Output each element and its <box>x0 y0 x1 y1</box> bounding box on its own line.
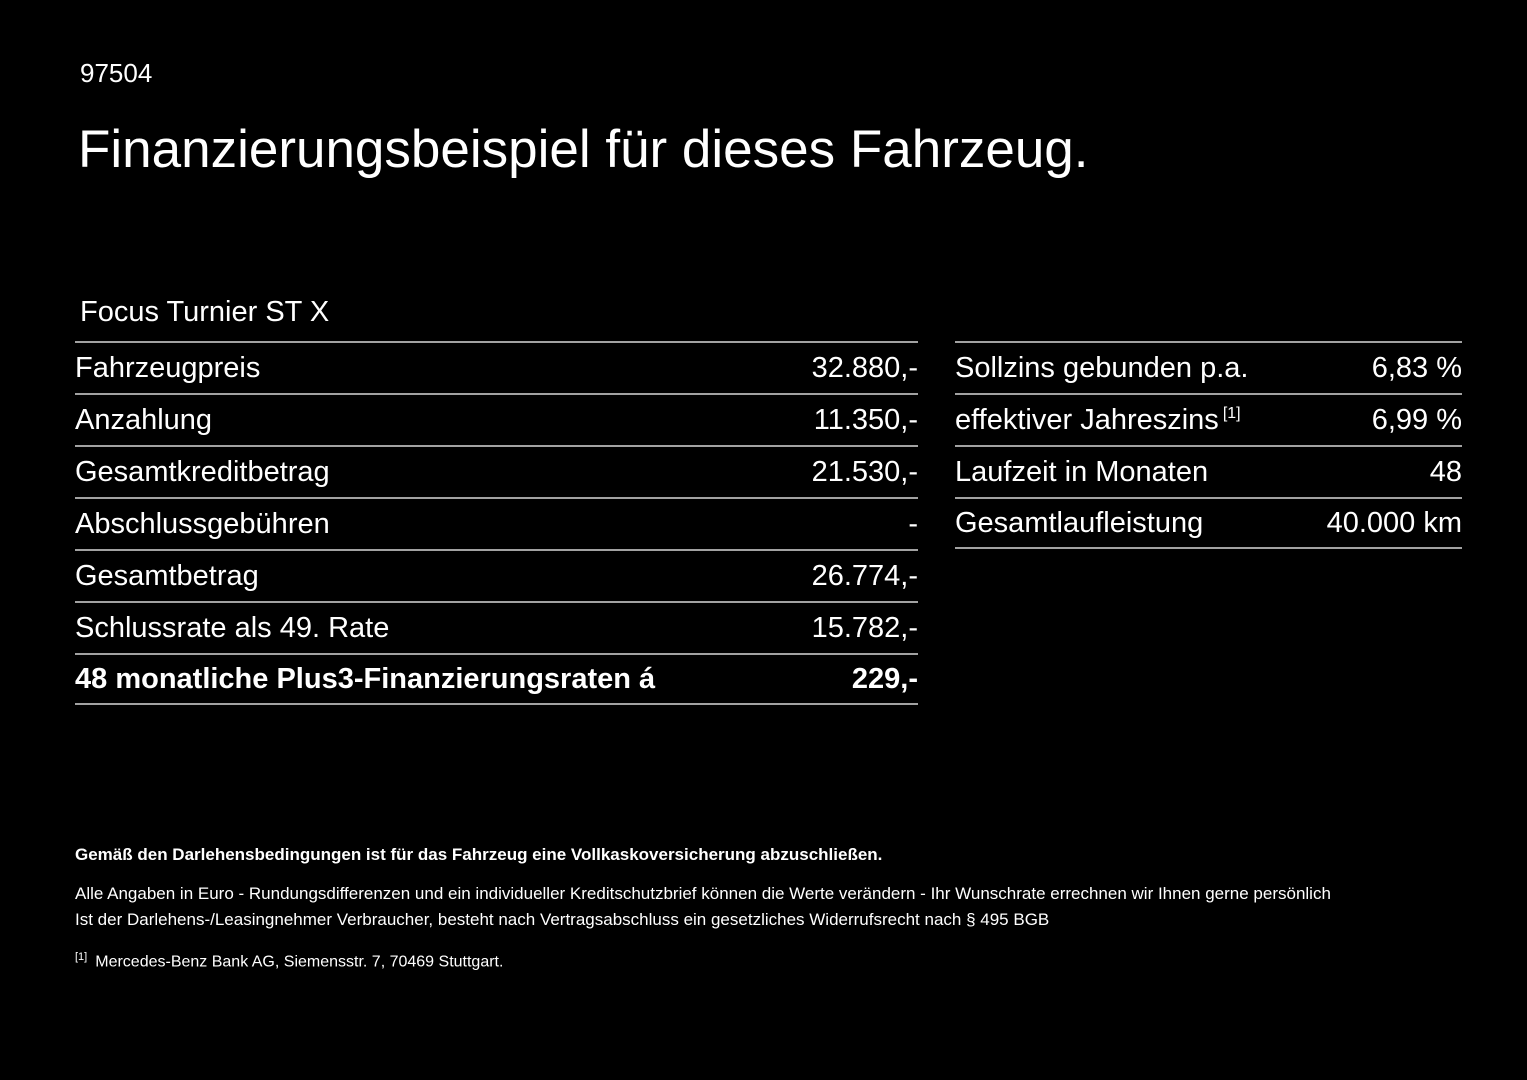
table-row-schlussrate: Schlussrate als 49. Rate 15.782,- <box>75 601 918 653</box>
table-row-laufzeit: Laufzeit in Monaten 48 <box>955 445 1462 497</box>
table-row-effektiver-jahreszins: effektiver Jahreszins [1] 6,99 % <box>955 393 1462 445</box>
document-number: 97504 <box>80 58 153 88</box>
table-row-gesamtlaufleistung: Gesamtlaufleistung 40.000 km <box>955 497 1462 549</box>
finance-table-left: Fahrzeugpreis 32.880,- Anzahlung 11.350,… <box>75 341 918 705</box>
row-label: Abschlussgebühren <box>75 507 330 540</box>
row-label: Schlussrate als 49. Rate <box>75 611 390 644</box>
table-row-sollzins: Sollzins gebunden p.a. 6,83 % <box>955 341 1462 393</box>
finance-table-right: Sollzins gebunden p.a. 6,83 % effektiver… <box>955 341 1462 549</box>
row-label: Laufzeit in Monaten <box>955 455 1209 488</box>
row-label: Sollzins gebunden p.a. <box>955 351 1249 384</box>
table-row-anzahlung: Anzahlung 11.350,- <box>75 393 918 445</box>
footnote-marker: [1] <box>75 951 88 963</box>
table-row-fahrzeugpreis: Fahrzeugpreis 32.880,- <box>75 341 918 393</box>
row-value: 48 <box>1429 455 1462 488</box>
table-row-abschlussgebuehren: Abschlussgebühren - <box>75 497 918 549</box>
legal-footer: Gemäß den Darlehensbedingungen ist für d… <box>75 845 1455 971</box>
row-value: 6,99 % <box>1371 403 1462 436</box>
footnote-text: Mercedes-Benz Bank AG, Siemensstr. 7, 70… <box>95 953 504 971</box>
row-label: effektiver Jahreszins [1] <box>955 404 1241 437</box>
footer-line-3: Ist der Darlehens-/Leasingnehmer Verbrau… <box>75 910 1050 929</box>
row-value: 26.774,- <box>811 559 918 592</box>
vehicle-name: Focus Turnier ST X <box>80 296 330 328</box>
page-title: Finanzierungsbeispiel für dieses Fahrzeu… <box>78 120 1089 179</box>
row-label: 48 monatliche Plus3-Finanzierungsraten á <box>75 662 656 695</box>
row-value: 21.530,- <box>811 455 918 488</box>
row-value: 229,- <box>851 662 918 695</box>
row-label: Anzahlung <box>75 403 213 436</box>
table-row-gesamtbetrag: Gesamtbetrag 26.774,- <box>75 549 918 601</box>
row-label: Gesamtlaufleistung <box>955 506 1204 539</box>
row-value: 32.880,- <box>811 351 918 384</box>
footnote-marker: [1] <box>1222 404 1241 422</box>
row-label-text: effektiver Jahreszins <box>955 403 1219 436</box>
row-label: Gesamtkreditbetrag <box>75 455 330 488</box>
row-value: 40.000 km <box>1326 506 1462 539</box>
footer-bold-line: Gemäß den Darlehensbedingungen ist für d… <box>75 845 883 864</box>
row-value: 6,83 % <box>1371 351 1462 384</box>
footer-line-2: Alle Angaben in Euro - Rundungsdifferenz… <box>75 884 1331 903</box>
row-label: Gesamtbetrag <box>75 559 259 592</box>
row-label: Fahrzeugpreis <box>75 351 261 384</box>
row-value: - <box>908 507 918 540</box>
row-value: 11.350,- <box>813 403 918 436</box>
table-row-gesamtkreditbetrag: Gesamtkreditbetrag 21.530,- <box>75 445 918 497</box>
row-value: 15.782,- <box>811 611 918 644</box>
footnote: [1] Mercedes-Benz Bank AG, Siemensstr. 7,… <box>75 951 1455 971</box>
table-row-monatsrate: 48 monatliche Plus3-Finanzierungsraten á… <box>75 653 918 705</box>
